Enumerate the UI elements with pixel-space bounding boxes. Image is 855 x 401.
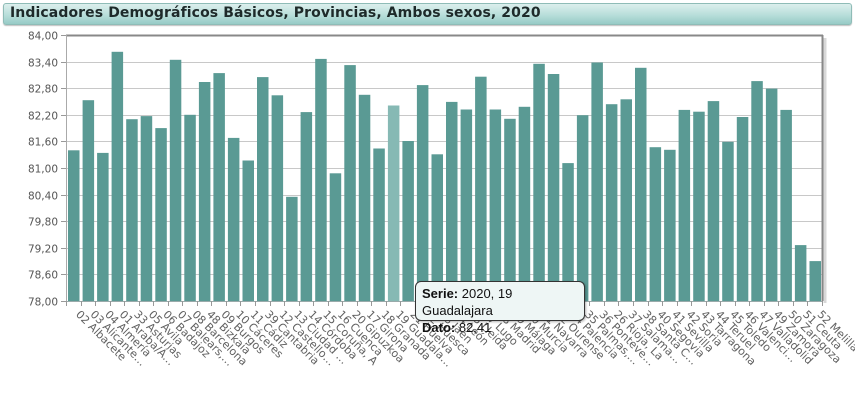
- bar-16[interactable]: [329, 173, 342, 301]
- bar-24[interactable]: [446, 101, 458, 302]
- bar-19[interactable]: [387, 105, 400, 302]
- bar-35[interactable]: [576, 115, 589, 301]
- tooltip-serie-row: Serie: 2020, 19 Guadalajara: [422, 285, 584, 319]
- bar-20[interactable]: [344, 65, 356, 301]
- bar-22[interactable]: [416, 85, 429, 301]
- bar-45[interactable]: [722, 141, 734, 301]
- bar-42[interactable]: [678, 109, 691, 302]
- bar-37[interactable]: [620, 99, 633, 301]
- bar-43[interactable]: [693, 111, 705, 301]
- bar-21[interactable]: [402, 141, 414, 301]
- bar-34[interactable]: [562, 163, 574, 301]
- tooltip-dato-label: Dato:: [422, 320, 456, 335]
- y-tick-label: 83,40: [28, 58, 58, 70]
- bar-46[interactable]: [736, 117, 749, 301]
- bar-51[interactable]: [794, 245, 807, 301]
- tooltip-dato-value: 82,41: [458, 320, 492, 335]
- bar-07[interactable]: [169, 59, 182, 301]
- bar-28[interactable]: [489, 109, 502, 302]
- bar-03[interactable]: [82, 100, 95, 301]
- bar-52[interactable]: [809, 261, 822, 301]
- y-tick-label: 82,20: [28, 111, 58, 123]
- y-tick-label: 84,00: [28, 31, 58, 43]
- bar-31[interactable]: [533, 63, 545, 301]
- bar-39[interactable]: [257, 77, 269, 301]
- bar-38[interactable]: [635, 67, 647, 301]
- chart-header: Indicadores Demográficos Básicos, Provin…: [3, 3, 852, 25]
- y-tick-label: 82,80: [28, 84, 58, 96]
- data-tooltip: Serie: 2020, 19 Guadalajara Dato: 82,41: [415, 281, 585, 335]
- bar-36[interactable]: [591, 62, 603, 302]
- y-tick-label: 80,40: [28, 191, 58, 203]
- bar-32[interactable]: [547, 74, 560, 301]
- tooltip-dato-row: Dato: 82,41: [422, 319, 584, 336]
- bar-41[interactable]: [664, 149, 676, 301]
- chart-title: Indicadores Demográficos Básicos, Provin…: [10, 5, 541, 21]
- bar-25[interactable]: [460, 109, 473, 302]
- bar-13[interactable]: [286, 196, 298, 301]
- y-tick-label: 78,60: [28, 270, 58, 282]
- bar-30[interactable]: [518, 106, 531, 301]
- bar-27[interactable]: [475, 76, 487, 301]
- bar-04[interactable]: [97, 152, 109, 301]
- y-tick-label: 81,00: [28, 164, 58, 176]
- bar-18[interactable]: [373, 148, 385, 302]
- y-tick-label: 79,20: [28, 244, 58, 256]
- bar-47[interactable]: [751, 81, 763, 301]
- y-tick-label: 81,60: [28, 137, 58, 149]
- bar-05[interactable]: [140, 116, 153, 301]
- bar-44[interactable]: [707, 101, 720, 301]
- bar-15[interactable]: [315, 58, 327, 302]
- bar-14[interactable]: [300, 112, 313, 301]
- bar-01[interactable]: [111, 51, 124, 301]
- bar-09[interactable]: [213, 73, 225, 301]
- y-tick-label: 79,80: [28, 217, 58, 229]
- bar-10[interactable]: [227, 137, 240, 301]
- bar-06[interactable]: [155, 128, 167, 301]
- bar-08[interactable]: [184, 114, 196, 301]
- bar-17[interactable]: [358, 94, 371, 301]
- bar-26[interactable]: [605, 104, 618, 301]
- bar-33[interactable]: [126, 119, 138, 301]
- bar-50[interactable]: [780, 109, 792, 302]
- y-axis: 78,00 78,60 79,20 79,80 80,40 81,00 81,60 82,20…: [28, 31, 66, 309]
- y-tick-label: 78,00: [28, 297, 58, 309]
- bar-12[interactable]: [271, 95, 284, 301]
- tooltip-serie-label: Serie:: [422, 286, 459, 301]
- bars: [68, 51, 822, 302]
- tooltip-serie-value: 2020, 19 Guadalajara: [422, 286, 513, 318]
- bar-48[interactable]: [198, 82, 211, 301]
- bar-02[interactable]: [68, 150, 80, 301]
- bar-40[interactable]: [649, 147, 662, 301]
- bar-23[interactable]: [431, 154, 444, 301]
- bar-11[interactable]: [242, 160, 255, 302]
- bar-29[interactable]: [504, 118, 516, 301]
- bar-49[interactable]: [765, 88, 778, 301]
